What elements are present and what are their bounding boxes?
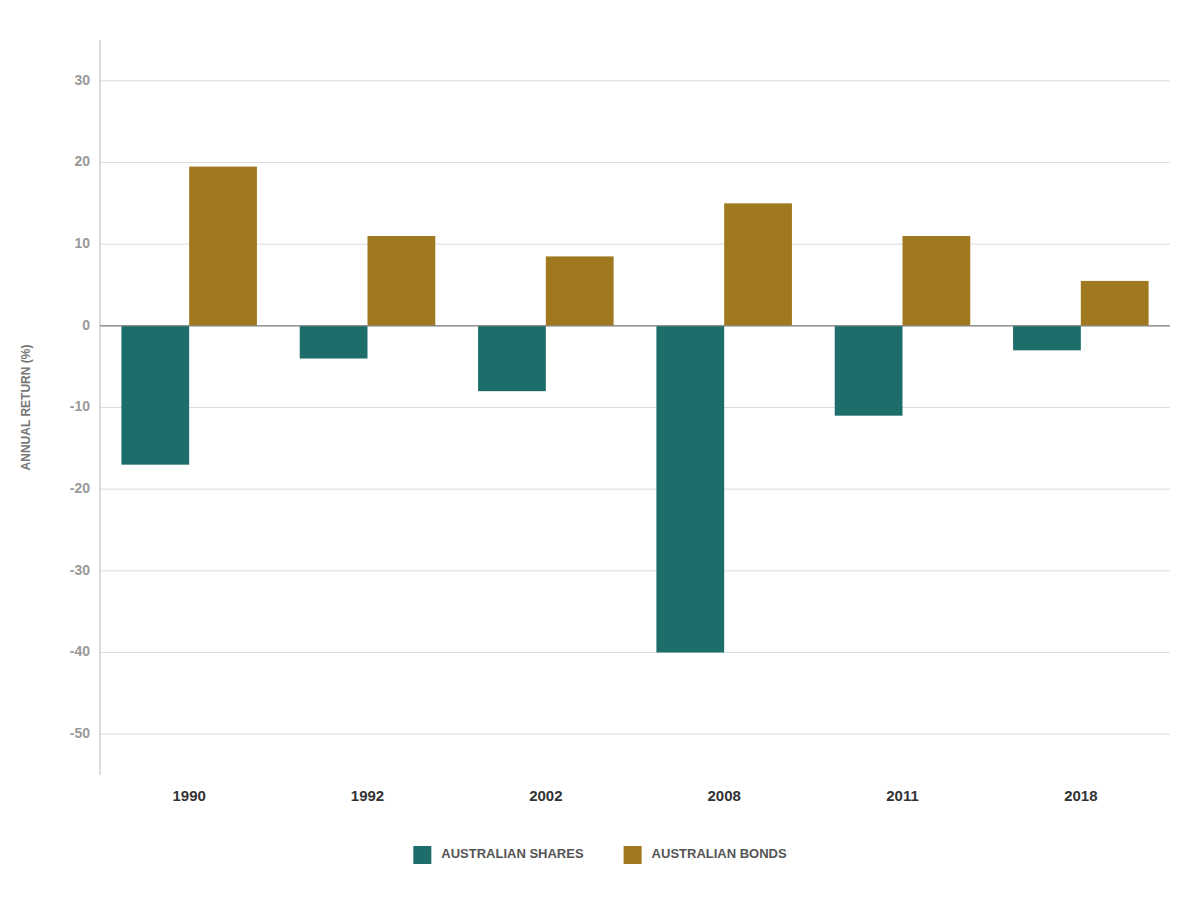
y-ticks: 30 20 10 0 -10 -20 -30 -40 -50 [70, 72, 90, 741]
y-tick-label: 20 [74, 153, 90, 169]
grid [100, 81, 1170, 734]
bar [478, 326, 546, 391]
grid-line [100, 734, 1170, 735]
bar [546, 256, 614, 325]
y-tick-label: -40 [70, 643, 90, 659]
chart: 30 20 10 0 -10 -20 -30 -40 -50 1990 1992 2002 2008 20… [0, 0, 1200, 905]
bar [368, 236, 436, 326]
legend-label: AUSTRALIAN SHARES [441, 846, 584, 861]
x-tick-label: 2002 [529, 787, 562, 804]
grid-line [100, 80, 1170, 81]
bars [121, 167, 1148, 653]
x-ticks: 1990 1992 2002 2008 2011 2018 [172, 787, 1097, 804]
legend-label: AUSTRALIAN BONDS [652, 846, 787, 861]
legend-item: AUSTRALIAN BONDS [624, 846, 787, 864]
grid-line [100, 244, 1170, 245]
x-tick-label: 2011 [886, 787, 919, 804]
x-tick-label: 2018 [1064, 787, 1097, 804]
y-axis-line [100, 40, 101, 775]
y-tick-label: -30 [70, 562, 90, 578]
y-tick-label: -10 [70, 398, 90, 414]
legend-swatch [624, 846, 642, 864]
zero-line [100, 325, 1170, 326]
bar [1013, 326, 1081, 351]
bar [1081, 281, 1149, 326]
y-axis-label: ANNUAL RETURN (%) [19, 345, 33, 471]
bar [903, 236, 971, 326]
legend-swatch [413, 846, 431, 864]
grid-line [100, 162, 1170, 163]
bar [189, 167, 257, 326]
x-tick-label: 1990 [172, 787, 205, 804]
x-tick-label: 2008 [707, 787, 740, 804]
y-tick-label: -50 [70, 725, 90, 741]
bar [121, 326, 189, 465]
bar [724, 203, 792, 325]
grid-line [100, 407, 1170, 408]
y-tick-label: 10 [74, 235, 90, 251]
grid-line [100, 570, 1170, 571]
legend-item: AUSTRALIAN SHARES [413, 846, 584, 864]
y-tick-label: -20 [70, 480, 90, 496]
zero-line [100, 325, 1170, 326]
chart-container: 30 20 10 0 -10 -20 -30 -40 -50 1990 1992 2002 2008 20… [0, 0, 1200, 905]
bar [300, 326, 368, 359]
y-tick-label: 30 [74, 72, 90, 88]
x-tick-label: 1992 [351, 787, 384, 804]
legend: AUSTRALIAN SHARES AUSTRALIAN BONDS [413, 846, 787, 864]
y-tick-label: 0 [82, 317, 90, 333]
grid-line [100, 489, 1170, 490]
grid-line [100, 652, 1170, 653]
bar [835, 326, 903, 416]
bar [656, 326, 724, 653]
